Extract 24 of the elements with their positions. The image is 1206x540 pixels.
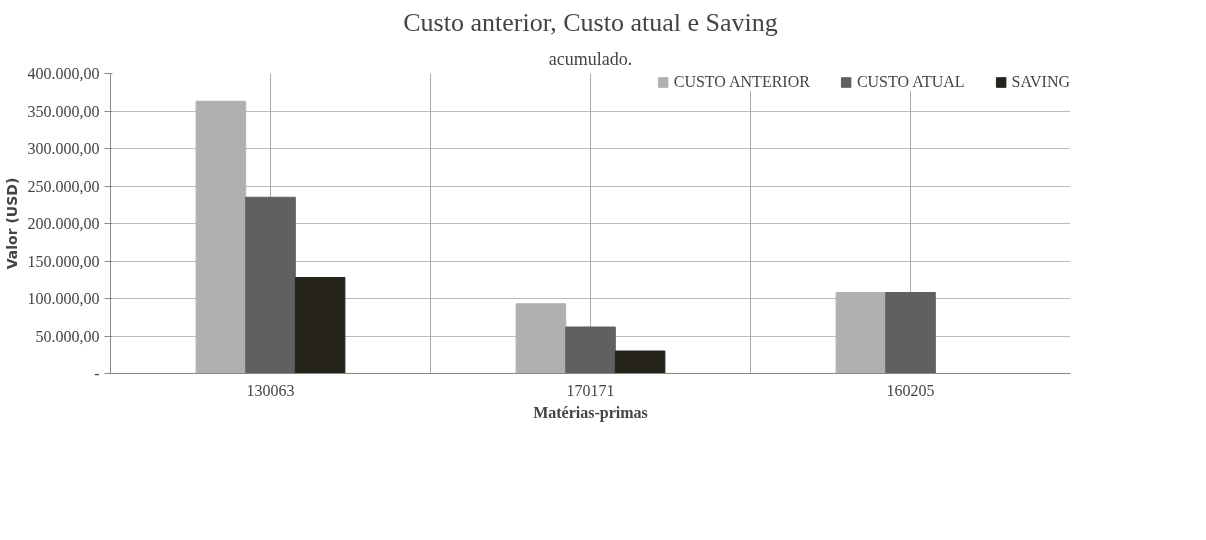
y-tick-label: 250.000,00 [27, 177, 100, 195]
chart-title: Custo anterior, Custo atual e Saving [403, 7, 778, 37]
y-axis-title: Valor (USD) [3, 177, 20, 270]
bar [614, 350, 666, 374]
y-tick-label: 100.000,00 [27, 290, 100, 307]
x-axis-title: Matérias-primas [533, 403, 648, 422]
legend-label: CUSTO ANTERIOR [673, 73, 810, 91]
x-tick-label: 130063 [246, 381, 295, 399]
y-tick-label: 200.000,00 [27, 215, 100, 232]
bar [565, 326, 616, 374]
y-tick-label: 150.000,00 [27, 252, 100, 270]
text: acumulado. [548, 48, 633, 69]
y-tick-label: - [94, 365, 100, 382]
bar [245, 196, 296, 374]
bar [885, 292, 936, 374]
bar [294, 277, 346, 374]
legend-label: SAVING [1011, 73, 1070, 91]
y-tick-label: 300.000,00 [27, 140, 100, 157]
x-tick-label: 160205 [886, 381, 935, 399]
y-tick-label: 400.000,00 [27, 65, 100, 82]
y-tick-label: 50.000,00 [35, 327, 100, 345]
x-tick-label: 170171 [566, 381, 615, 399]
y-tick-label: 350.000,00 [27, 102, 100, 120]
legend-label: CUSTO ATUAL [856, 73, 965, 91]
